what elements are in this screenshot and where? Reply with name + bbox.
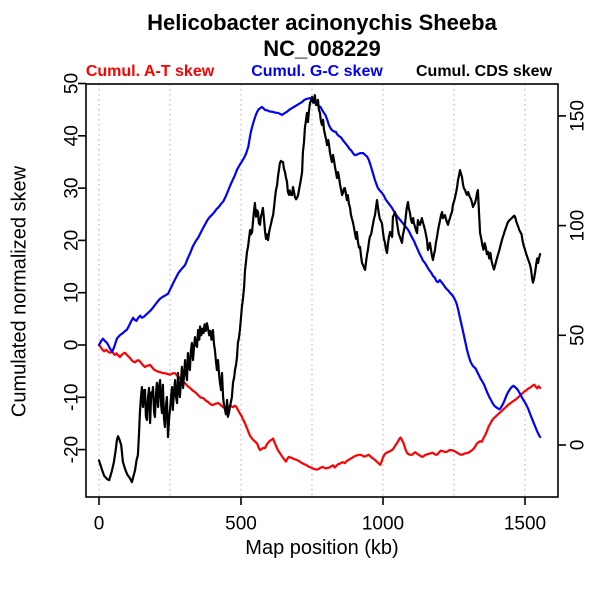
y2-axis-tick-label: 150	[568, 100, 589, 132]
y-axis-tick-label: -20	[62, 436, 83, 463]
x-axis-tick-label: 1500	[504, 514, 546, 535]
y-axis-tick-label: 50	[62, 73, 83, 94]
legend-label-cds-skew: Cumul. CDS skew	[415, 63, 553, 80]
chart-subtitle: NC_008229	[263, 36, 381, 61]
plot-box	[85, 83, 559, 498]
series-line-2	[97, 93, 542, 484]
legend-label-gc-skew: Cumul. G-C skew	[251, 63, 383, 80]
legend-label-at-skew: Cumul. A-T skew	[85, 63, 215, 80]
x-axis-title: Map position (kb)	[245, 537, 399, 559]
chart-title: Helicobacter acinonychis Sheeba	[147, 10, 497, 35]
x-axis-tick-label: 0	[94, 514, 105, 535]
x-axis-tick-label: 500	[225, 514, 257, 535]
y-axis-tick-label: 40	[62, 125, 83, 146]
y-axis-tick-label: 10	[62, 282, 83, 303]
y2-axis-tick-label: 100	[568, 210, 589, 242]
y-axis-tick-label: 0	[62, 340, 83, 351]
x-axis-tick-label: 1000	[362, 514, 404, 535]
y-axis-tick-label: 30	[62, 178, 83, 199]
series-line-1	[97, 96, 542, 439]
y-axis-tick-label: -10	[62, 384, 83, 411]
y-axis-tick-label: 20	[62, 230, 83, 251]
y2-axis-tick-label: 50	[568, 325, 589, 346]
series-line-0	[97, 343, 542, 471]
y2-axis-tick-label: 0	[568, 440, 589, 451]
